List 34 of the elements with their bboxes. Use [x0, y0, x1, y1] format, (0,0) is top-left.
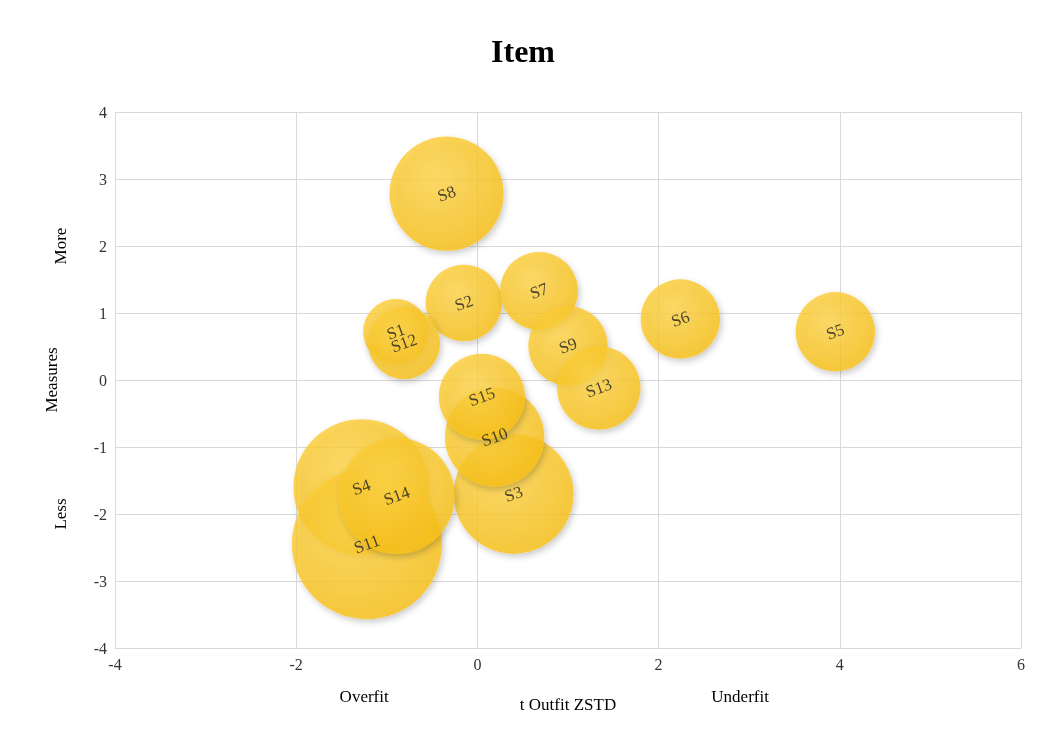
series-label: S13 [583, 374, 615, 402]
series-label: S9 [556, 333, 580, 358]
x-tick-label: 4 [835, 655, 844, 673]
x-tick-label: -2 [289, 655, 303, 673]
text: Overfit [339, 686, 389, 706]
y-tick-label: -2 [93, 505, 107, 523]
series-label: S10 [478, 423, 511, 451]
text: More [50, 227, 70, 265]
series-label: S3 [501, 481, 526, 506]
series-label: S14 [381, 482, 413, 510]
x-tick-label: 2 [654, 655, 663, 673]
y-tick-label: 4 [99, 103, 107, 121]
series-label: S4 [349, 475, 374, 500]
series-label: S11 [351, 530, 383, 558]
text: Underfit [711, 686, 770, 706]
y-tick-label: 3 [99, 170, 107, 188]
y-tick-label: -3 [93, 572, 107, 590]
series-label: S8 [434, 181, 459, 206]
y-tick-label: 2 [99, 237, 107, 255]
y-tick-label: 1 [99, 304, 107, 322]
x-tick-label: 6 [1017, 655, 1025, 673]
series-label: S6 [668, 307, 693, 332]
series-label: S2 [452, 290, 476, 315]
y-tick-label: -1 [93, 438, 107, 456]
chart-title: Item [491, 33, 556, 69]
y-tick-label: -4 [93, 639, 107, 657]
series-label: S7 [527, 278, 552, 303]
series-label: S15 [466, 383, 498, 411]
y-tick-label: 0 [99, 371, 107, 389]
x-axis-title: t Outfit ZSTD [519, 695, 617, 714]
series-label: S5 [823, 319, 847, 344]
text: Less [50, 498, 70, 530]
x-tick-label: 0 [473, 655, 482, 673]
y-axis-title: Measures [42, 347, 61, 413]
